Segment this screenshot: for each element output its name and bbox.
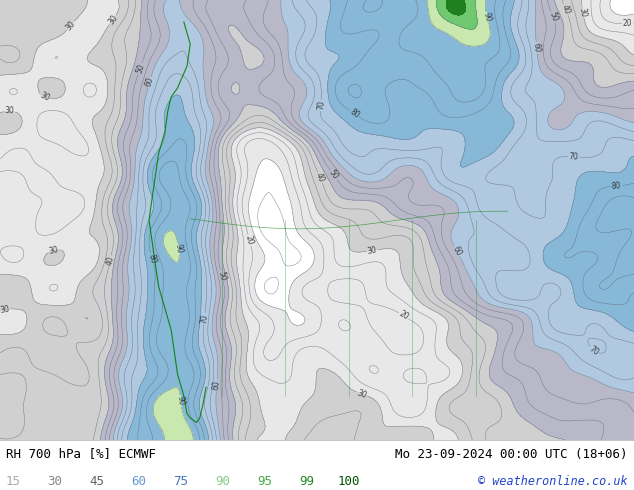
Text: 30: 30 bbox=[356, 388, 368, 400]
Text: 50: 50 bbox=[216, 270, 228, 282]
Text: 20: 20 bbox=[623, 19, 633, 28]
Text: © weatheronline.co.uk: © weatheronline.co.uk bbox=[478, 474, 628, 488]
Text: 30: 30 bbox=[38, 91, 51, 103]
Text: 40: 40 bbox=[314, 172, 326, 184]
Text: 20: 20 bbox=[244, 234, 255, 246]
Text: 90: 90 bbox=[482, 11, 493, 23]
Text: 30: 30 bbox=[48, 245, 60, 256]
Text: 80: 80 bbox=[348, 107, 361, 121]
Text: 30: 30 bbox=[578, 7, 588, 18]
Text: 60: 60 bbox=[144, 76, 155, 88]
Text: 70: 70 bbox=[316, 100, 326, 111]
Text: 80: 80 bbox=[146, 253, 158, 265]
Text: 100: 100 bbox=[337, 474, 360, 488]
Text: 40: 40 bbox=[560, 3, 572, 16]
Text: 60: 60 bbox=[131, 474, 146, 488]
Text: 80: 80 bbox=[611, 181, 622, 191]
Text: 60: 60 bbox=[212, 380, 221, 390]
Text: 70: 70 bbox=[569, 152, 579, 162]
Text: Mo 23-09-2024 00:00 UTC (18+06): Mo 23-09-2024 00:00 UTC (18+06) bbox=[395, 447, 628, 461]
Text: 99: 99 bbox=[299, 474, 314, 488]
Text: 50: 50 bbox=[327, 169, 340, 181]
Text: 20: 20 bbox=[397, 310, 410, 322]
Text: 30: 30 bbox=[107, 13, 119, 26]
Text: 30: 30 bbox=[4, 106, 15, 116]
Text: 45: 45 bbox=[89, 474, 104, 488]
Text: RH 700 hPa [%] ECMWF: RH 700 hPa [%] ECMWF bbox=[6, 447, 157, 461]
Text: 75: 75 bbox=[173, 474, 188, 488]
Text: 50: 50 bbox=[547, 11, 559, 24]
Text: 30: 30 bbox=[0, 304, 10, 315]
Text: 30: 30 bbox=[366, 245, 377, 256]
Text: 90: 90 bbox=[215, 474, 230, 488]
Text: 90: 90 bbox=[174, 244, 184, 254]
Text: 60: 60 bbox=[532, 43, 541, 53]
Text: 70: 70 bbox=[587, 344, 600, 357]
Text: 60: 60 bbox=[451, 245, 463, 258]
Text: 30: 30 bbox=[47, 474, 62, 488]
Text: 70: 70 bbox=[200, 314, 209, 324]
Text: 40: 40 bbox=[105, 255, 115, 267]
Text: 95: 95 bbox=[257, 474, 272, 488]
Text: 30: 30 bbox=[64, 19, 77, 32]
Text: 15: 15 bbox=[5, 474, 20, 488]
Text: 90: 90 bbox=[176, 395, 186, 406]
Text: 50: 50 bbox=[134, 63, 146, 74]
